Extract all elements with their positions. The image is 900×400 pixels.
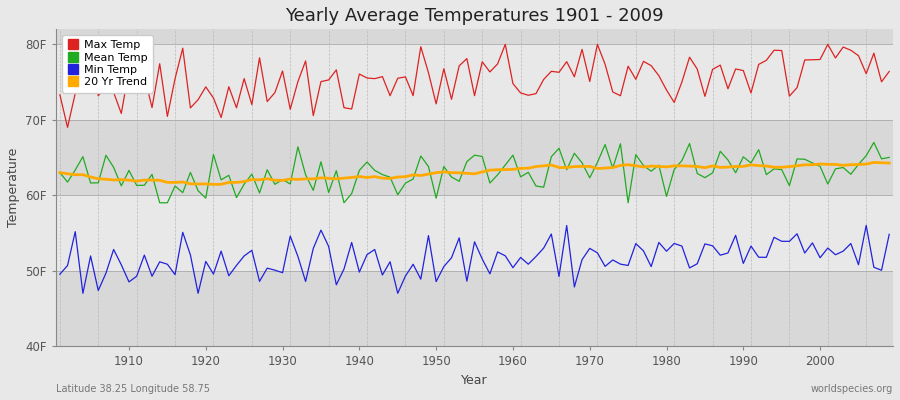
Bar — [56, 29, 893, 44]
X-axis label: Year: Year — [461, 374, 488, 387]
Bar — [56, 271, 893, 346]
Y-axis label: Temperature: Temperature — [7, 148, 20, 227]
Title: Yearly Average Temperatures 1901 - 2009: Yearly Average Temperatures 1901 - 2009 — [285, 7, 664, 25]
Bar — [56, 120, 893, 195]
Bar — [56, 195, 893, 271]
Legend: Max Temp, Mean Temp, Min Temp, 20 Yr Trend: Max Temp, Mean Temp, Min Temp, 20 Yr Tre… — [61, 35, 153, 93]
Bar — [56, 44, 893, 120]
Text: Latitude 38.25 Longitude 58.75: Latitude 38.25 Longitude 58.75 — [56, 384, 210, 394]
Text: worldspecies.org: worldspecies.org — [811, 384, 893, 394]
